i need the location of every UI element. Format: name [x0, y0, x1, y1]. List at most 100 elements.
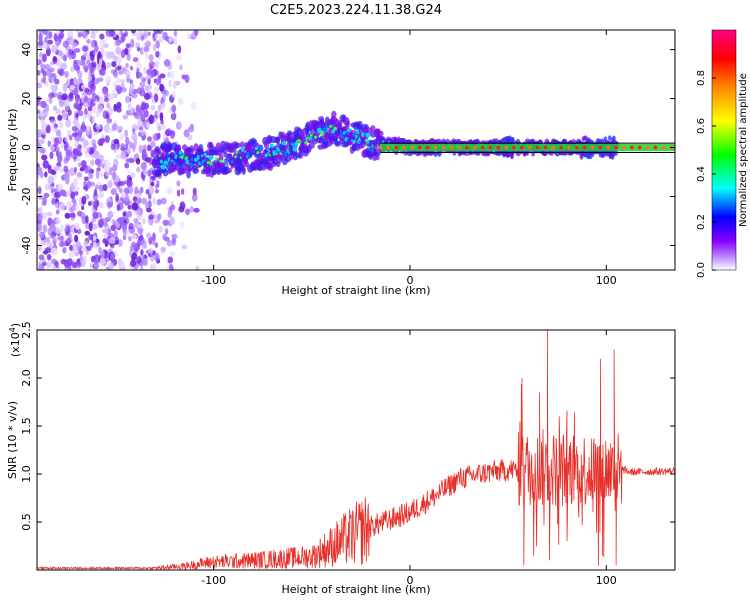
strong-signal-dot [402, 145, 406, 150]
noise-speckle [64, 99, 71, 107]
noise-speckle [180, 221, 185, 229]
noise-speckle [40, 129, 47, 135]
strong-signal-dot [488, 145, 493, 150]
noise-speckle [81, 196, 87, 205]
noise-speckle [92, 211, 99, 219]
ridge-peak-dot [215, 157, 219, 161]
noise-speckle [139, 81, 146, 88]
noise-speckle [74, 127, 80, 136]
noise-speckle [125, 137, 130, 146]
noise-speckle [74, 135, 81, 142]
noise-speckle [42, 75, 47, 84]
noise-speckle [189, 206, 194, 213]
strong-signal-dot [496, 145, 501, 150]
noise-speckle [143, 66, 147, 74]
ridge-peak-dot [304, 141, 308, 145]
ridge-peak-dot [184, 156, 188, 160]
noise-speckle [107, 106, 114, 116]
noise-speckle [160, 124, 167, 131]
noise-speckle [62, 54, 67, 62]
ridge-envelope-dot [208, 142, 213, 149]
noise-speckle [134, 210, 141, 215]
noise-speckle [168, 79, 172, 88]
noise-speckle [132, 57, 139, 63]
noise-speckle [145, 40, 152, 48]
strong-signal-dot [449, 145, 454, 150]
noise-speckle [118, 70, 124, 75]
noise-speckle [54, 192, 61, 199]
noise-speckle [70, 191, 76, 200]
noise-speckle [124, 129, 129, 138]
noise-speckle [93, 188, 98, 197]
noise-speckle [42, 42, 48, 49]
colorbar-ticks: 0.0 0.2 0.4 0.6 0.8 [696, 70, 716, 278]
noise-speckle [44, 247, 52, 254]
noise-speckle [94, 158, 101, 166]
noise-speckle [137, 223, 143, 229]
noise-speckle [49, 151, 54, 160]
noise-speckle [68, 51, 73, 60]
strong-signal-dot [543, 145, 548, 150]
noise-speckle [140, 129, 146, 136]
noise-speckle [171, 233, 178, 239]
noise-speckle [142, 257, 148, 267]
noise-speckle [99, 257, 106, 267]
noise-speckle [102, 110, 109, 120]
burst-dot [581, 136, 586, 142]
noise-speckle [45, 30, 52, 40]
noise-speckle [65, 237, 72, 246]
noise-speckle [125, 62, 129, 69]
noise-speckle [156, 198, 162, 206]
noise-speckle [37, 135, 40, 141]
noise-speckle [131, 143, 136, 150]
noise-speckle [114, 222, 121, 227]
noise-speckle [91, 153, 97, 159]
ridge-core-dot [258, 145, 263, 150]
noise-speckle [58, 99, 64, 108]
noise-speckle [137, 235, 144, 241]
noise-speckle [42, 214, 48, 222]
noise-speckle [153, 87, 160, 93]
noise-speckle [100, 171, 104, 178]
snr-y-multiplier-exponent: 4 [8, 327, 17, 332]
noise-speckle [170, 134, 175, 140]
noise-speckle [152, 43, 157, 52]
noise-speckle [74, 48, 81, 53]
noise-speckle [176, 180, 181, 187]
noise-speckle [69, 91, 74, 100]
ridge-envelope-dot [297, 151, 304, 159]
noise-speckle [61, 93, 68, 101]
spectrogram-x-tick-label: -100 [201, 274, 226, 287]
noise-speckle [102, 86, 108, 95]
noise-speckle [152, 196, 156, 206]
noise-speckle [192, 187, 197, 196]
noise-speckle [154, 242, 159, 248]
noise-speckle [48, 76, 53, 81]
snr-y-tick-label: 1.5 [20, 417, 33, 435]
strong-signal-dot [645, 145, 650, 150]
noise-speckle [92, 241, 97, 249]
snr-x-label: Height of straight line (km) [281, 583, 430, 596]
strong-signal-dot [410, 145, 414, 150]
noise-speckle [132, 88, 138, 95]
noise-speckle [177, 97, 184, 106]
noise-speckle [105, 61, 112, 69]
noise-speckle [142, 150, 147, 158]
noise-speckle [42, 53, 47, 63]
noise-speckle [52, 265, 56, 270]
noise-speckle [183, 129, 190, 138]
ridge-core-dot [163, 160, 168, 165]
noise-speckle [85, 215, 89, 224]
noise-speckle [150, 149, 156, 158]
noise-speckle [123, 227, 127, 237]
noise-speckle [55, 217, 61, 225]
noise-speckle [115, 175, 120, 183]
ridge-core-dot [208, 154, 214, 160]
noise-speckle [170, 204, 176, 211]
noise-speckle [45, 236, 51, 243]
noise-speckle [37, 70, 41, 76]
noise-speckle [113, 71, 119, 79]
ridge-envelope-dot [286, 130, 293, 137]
noise-speckle [116, 84, 120, 90]
